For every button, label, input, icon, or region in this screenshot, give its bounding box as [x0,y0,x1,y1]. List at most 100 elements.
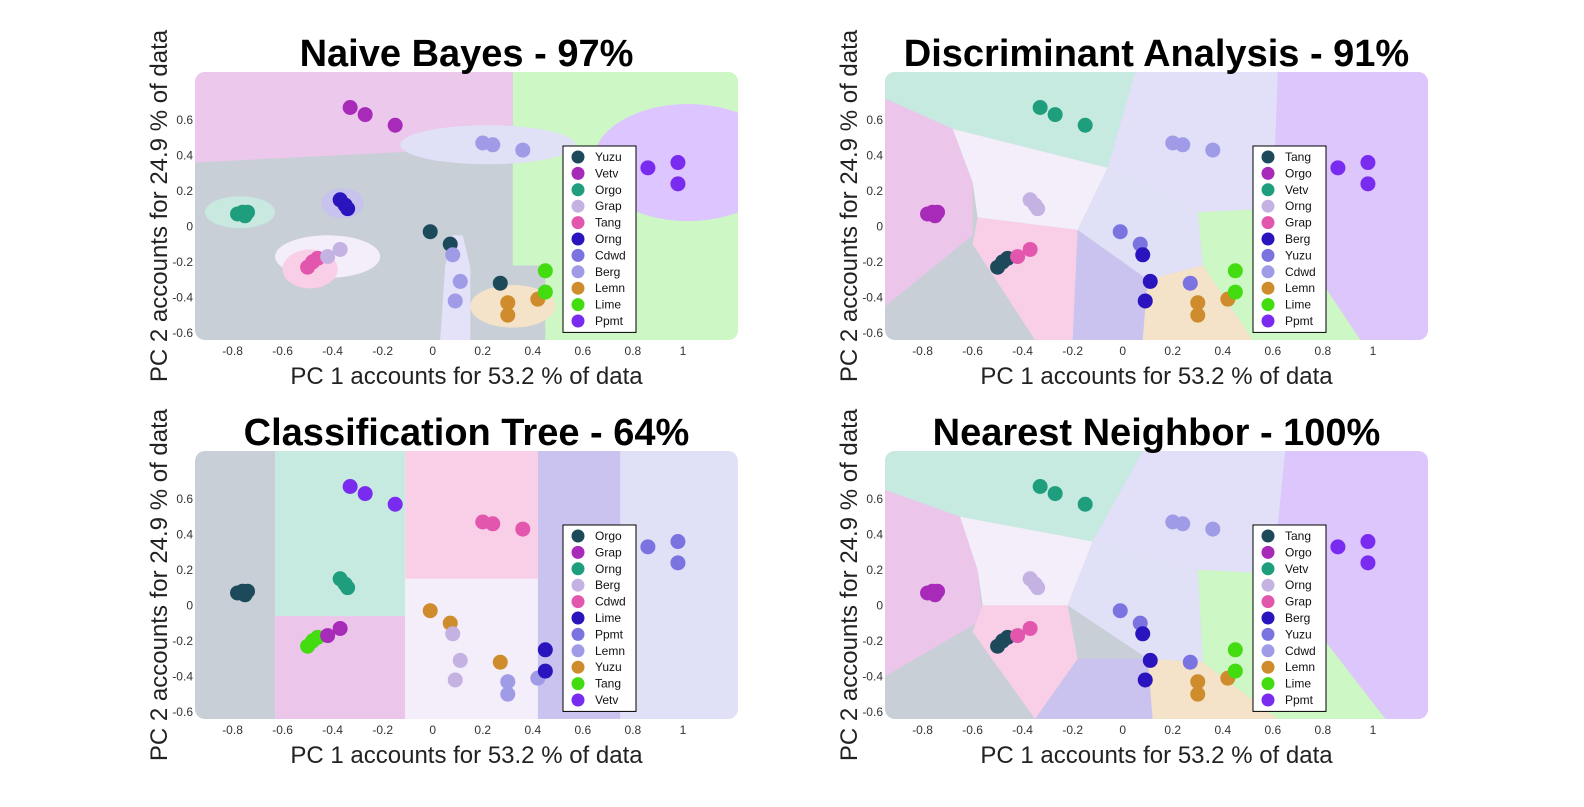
y-tick-label: -0.4 [172,290,193,304]
decision-region-2 [885,451,1143,542]
y-tick-label: -0.2 [862,255,883,269]
data-point-g2-2 [357,107,373,123]
legend-entry-10: Lime [595,298,621,312]
legend-entry-3: Vetv [1285,183,1308,197]
data-point-g8-1 [445,247,461,263]
plot-area [195,451,738,719]
data-point-g1-4 [927,587,943,603]
legend-marker-4 [1261,578,1275,592]
y-tick-label: -0.4 [172,669,193,683]
decision-region-8 [972,605,1078,719]
data-point-g3-3 [340,201,356,217]
y-axis-label: PC 2 accounts for 24.9 % of data [836,408,863,761]
legend-entry-4: Berg [595,578,620,592]
data-point-g2-2 [1047,107,1063,123]
data-point-g7-1 [422,224,438,240]
decision-region-8 [972,217,1078,340]
data-point-g11-2 [1360,534,1376,550]
legend-entry-6: Berg [1285,232,1310,246]
data-point-g11-2 [670,534,686,550]
legend-entry-1: Yuzu [595,150,622,164]
legend-entry-9: Yuzu [595,660,622,674]
legend-marker-9 [1261,281,1275,295]
y-tick-label: 0 [186,219,193,233]
decision-region-10 [440,235,471,340]
x-tick-label: 0.6 [575,723,592,737]
legend-marker-1 [571,150,585,164]
data-point-g8-2 [1142,273,1158,289]
data-point-g8-3 [447,293,463,309]
legend: Tang Orgo Vetv Orng Grap Berg Yuzu Cdwd Lemn Lime… [1252,524,1327,712]
y-tick-label: 0.4 [866,527,883,541]
decision-region-7 [620,451,738,719]
x-tick-label: 0.4 [524,344,541,358]
data-point-g8-1 [1135,626,1151,642]
legend: Yuzu Vetv Orgo Grap Tang Orng Cdwd Berg Lemn Lime… [562,145,637,333]
y-tick-label: -0.6 [862,705,883,719]
legend-marker-7 [1261,248,1275,262]
legend-marker-2 [1261,166,1275,180]
data-point-g11-1 [1330,160,1346,176]
legend-marker-6 [571,611,585,625]
data-point-g1-4 [237,587,253,603]
x-tick-label: 1 [1370,344,1377,358]
y-tick-label: 0 [876,598,883,612]
x-tick-label: -0.2 [1062,723,1083,737]
decision-region-6 [885,490,983,677]
data-point-g2-3 [1077,117,1093,133]
legend-marker-8 [571,644,585,658]
decision-region-5 [405,578,538,719]
data-point-g11-2 [670,155,686,171]
decision-region-4 [1272,72,1428,340]
decision-region-7 [952,128,1108,230]
y-axis-label: PC 2 accounts for 24.9 % of data [146,408,173,761]
legend-entry-5: Tang [595,216,621,230]
decision-region-2 [275,451,406,617]
y-tick-label: 0.6 [176,492,193,506]
legend-entry-8: Cdwd [1285,644,1316,658]
data-point-g8-2 [452,652,468,668]
chart-title: Nearest Neighbor - 100% [933,412,1381,454]
x-axis-label: PC 1 accounts for 53.2 % of data [980,363,1333,390]
x-tick-label: 0 [1119,344,1126,358]
y-tick-label: -0.4 [862,290,883,304]
legend-entry-11: Ppmt [595,314,624,328]
legend-entry-9: Lemn [595,281,625,295]
y-tick-label: 0.2 [866,184,883,198]
x-tick-label: 0.8 [1315,723,1332,737]
data-point-g9-1 [1190,295,1206,311]
data-point-g1-4 [927,208,943,224]
data-point-g7-1 [1112,224,1128,240]
x-tick-label: 0.8 [1315,344,1332,358]
data-point-g11-3 [1360,176,1376,192]
legend-marker-5 [1261,216,1275,230]
data-point-g2-2 [1047,486,1063,502]
legend-marker-11 [571,693,585,707]
legend-entry-3: Orgo [595,183,622,197]
legend-marker-7 [571,627,585,641]
data-point-g6-2 [485,516,501,532]
data-point-g10-2 [537,284,553,300]
y-tick-label: -0.4 [862,669,883,683]
x-tick-label: -0.4 [322,344,343,358]
legend-marker-11 [1261,693,1275,707]
legend-marker-1 [1261,529,1275,543]
legend-entry-9: Lemn [1285,660,1315,674]
legend-entry-5: Grap [1285,595,1312,609]
y-tick-label: 0.6 [176,113,193,127]
y-tick-label: -0.6 [172,326,193,340]
legend-entry-6: Lime [595,611,621,625]
legend-marker-6 [571,232,585,246]
data-point-g11-3 [670,555,686,571]
legend-entry-5: Cdwd [595,595,626,609]
legend-marker-3 [1261,562,1275,576]
data-point-g3-3 [1030,201,1046,217]
data-point-g10-1 [1227,263,1243,279]
legend-entry-5: Grap [1285,216,1312,230]
x-tick-label: -0.2 [1062,344,1083,358]
legend-marker-9 [1261,660,1275,674]
legend-entry-7: Yuzu [1285,248,1312,262]
legend-marker-2 [571,545,585,559]
